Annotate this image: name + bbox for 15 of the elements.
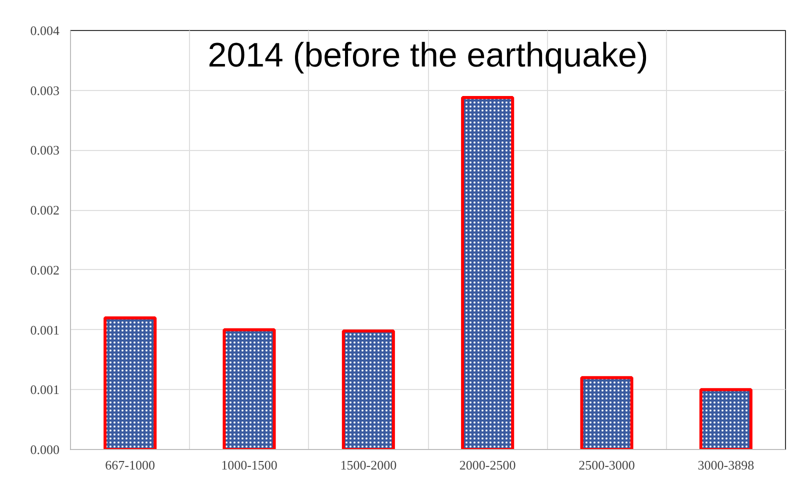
y-tick-label: 0.004: [30, 23, 60, 38]
x-tick-label: 1000-1500: [221, 458, 278, 472]
y-tick-label: 0.003: [30, 142, 60, 158]
x-tick-label: 667-1000: [105, 458, 156, 472]
y-tick-label: 0.000: [30, 442, 60, 457]
chart-title: 2014 (before the earthquake): [208, 36, 648, 74]
x-tick-label: 2000-2500: [459, 458, 516, 472]
y-tick-label: 0.002: [30, 262, 60, 278]
y-tick-label: 0.001: [30, 382, 60, 398]
y-tick-label: 0.003: [30, 82, 60, 98]
x-tick-label: 3000-3898: [698, 458, 754, 472]
x-tick-label: 2500-3000: [578, 458, 635, 472]
x-tick-label: 1500-2000: [340, 458, 397, 472]
y-tick-label: 0.002: [30, 202, 60, 218]
y-tick-label: 0.001: [30, 322, 60, 338]
